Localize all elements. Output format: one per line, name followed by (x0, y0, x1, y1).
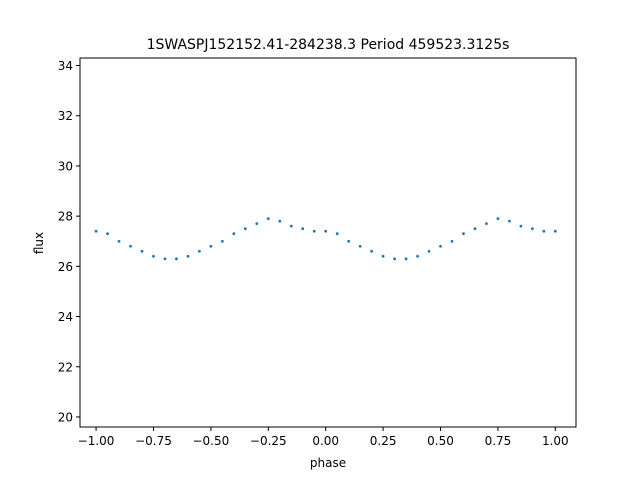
scatter-point (163, 257, 167, 261)
x-tick-label: 0.00 (312, 434, 339, 448)
x-tick-label: −0.75 (135, 434, 172, 448)
y-tick-label: 34 (58, 59, 73, 73)
scatter-point (404, 257, 408, 261)
x-axis-label: phase (310, 456, 346, 470)
x-tick-label: −1.00 (78, 434, 115, 448)
y-tick-label: 32 (58, 109, 73, 123)
scatter-point (416, 254, 419, 258)
x-tick-label: 0.50 (427, 434, 454, 448)
scatter-point (462, 232, 465, 236)
scatter-point (232, 232, 236, 236)
y-tick-label: 20 (58, 410, 73, 424)
scatter-point (278, 219, 282, 223)
scatter-point (542, 229, 546, 233)
scatter-point (381, 254, 385, 258)
scatter-point (152, 254, 155, 258)
chart-title: 1SWASPJ152152.41-284238.3 Period 459523.… (147, 37, 510, 53)
scatter-point (186, 254, 190, 258)
scatter-point (508, 219, 511, 223)
scatter-point (289, 224, 293, 228)
scatter-point (255, 222, 259, 226)
scatter-point (129, 244, 132, 248)
y-tick-label: 24 (58, 310, 73, 324)
y-tick-label: 26 (58, 260, 73, 274)
scatter-point (450, 239, 454, 243)
scatter-point (301, 227, 305, 231)
y-axis-label: flux (32, 232, 46, 254)
scatter-point (519, 224, 523, 228)
x-tick-label: 0.25 (370, 434, 397, 448)
scatter-point (496, 217, 500, 221)
scatter-point (220, 239, 224, 243)
scatter-points (94, 217, 557, 261)
scatter-point (553, 229, 557, 233)
y-tick-label: 28 (58, 210, 73, 224)
scatter-point (324, 229, 328, 233)
scatter-point (393, 257, 396, 261)
scatter-point (117, 239, 121, 243)
scatter-point (370, 249, 374, 253)
scatter-point (427, 249, 431, 253)
x-tick-label: 0.75 (485, 434, 512, 448)
scatter-point (347, 239, 351, 243)
scatter-point (266, 217, 270, 221)
x-axis-ticks: −1.00 −0.75 −0.50 −0.25 0.00 0.25 0.50 0.75 1.00 (78, 427, 569, 448)
scatter-point (335, 232, 339, 236)
y-tick-label: 22 (58, 360, 73, 374)
scatter-point (94, 229, 98, 233)
scatter-point (358, 244, 362, 248)
y-tick-label: 30 (58, 159, 73, 173)
scatter-point (198, 249, 201, 253)
x-tick-label: −0.50 (192, 434, 229, 448)
scatter-point (439, 244, 442, 248)
scatter-point (209, 244, 213, 248)
scatter-point (473, 227, 477, 231)
scatter-point (312, 229, 316, 233)
scatter-point (243, 227, 247, 231)
x-tick-label: −0.25 (250, 434, 287, 448)
scatter-point (530, 227, 534, 231)
scatter-point (140, 249, 144, 253)
scatter-point (485, 222, 488, 226)
scatter-point (106, 232, 109, 236)
y-axis-ticks: 20 22 24 26 28 30 32 34 (58, 59, 80, 424)
scatter-point (175, 257, 178, 261)
plot-frame (79, 57, 577, 428)
x-tick-label: 1.00 (542, 434, 569, 448)
